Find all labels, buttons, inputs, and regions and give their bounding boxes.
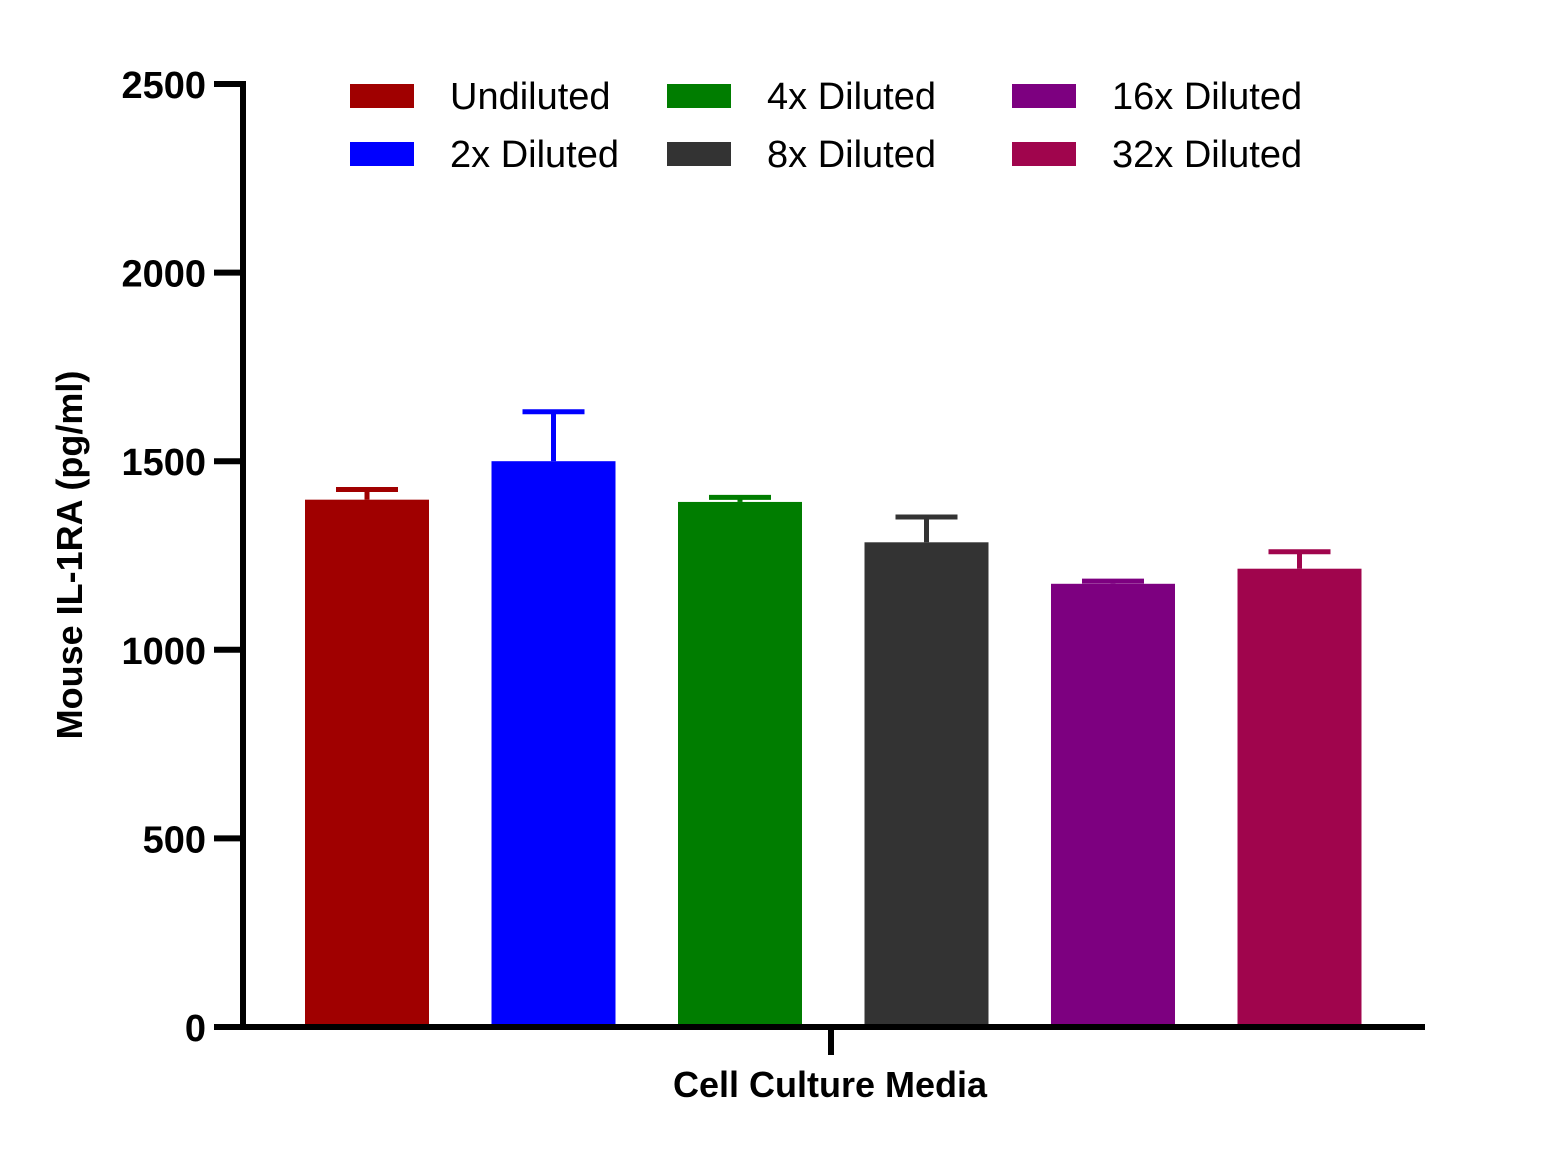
legend-swatch [1012, 84, 1076, 108]
y-tick-label: 0 [185, 1008, 206, 1050]
legend-item-32x-diluted: 32x Diluted [1012, 134, 1302, 176]
y-tick-label: 2000 [121, 254, 206, 296]
error-bar-8x-diluted [895, 514, 958, 543]
bar-4x-diluted [678, 501, 802, 1027]
axes-group [214, 81, 1425, 1055]
legend-item-4x-diluted: 4x Diluted [667, 76, 936, 118]
legend-item-2x-diluted: 2x Diluted [350, 134, 619, 176]
bar-8x-diluted [864, 542, 989, 1027]
y-ticks-group: 0 500 1000 1500 2000 2500 [121, 65, 243, 1050]
y-tick-label: 2500 [121, 65, 206, 107]
error-bar-32x-diluted [1268, 549, 1331, 569]
legend-swatch [1012, 142, 1076, 166]
error-bars-group [336, 409, 1331, 584]
x-axis-title: Cell Culture Media [673, 1064, 988, 1105]
legend-label: 16x Diluted [1112, 76, 1302, 118]
legend-label: 8x Diluted [767, 134, 936, 176]
y-tick-label: 1500 [121, 442, 206, 484]
error-bar-16x-diluted [1082, 578, 1144, 584]
legend-swatch [667, 84, 731, 108]
legend-item-undiluted: Undiluted [350, 76, 611, 118]
legend-item-16x-diluted: 16x Diluted [1012, 76, 1302, 118]
error-bar-4x-diluted [709, 494, 771, 502]
bar-2x-diluted [491, 461, 616, 1027]
legend-label: 32x Diluted [1112, 134, 1302, 176]
y-tick-label: 1000 [121, 631, 206, 673]
legend-swatch [350, 84, 414, 108]
bar-32x-diluted [1237, 568, 1362, 1027]
legend: Undiluted 2x Diluted 4x Diluted 8x Diluted 1… [350, 76, 1302, 176]
legend-swatch [350, 142, 414, 166]
error-bar-2x-diluted [522, 409, 585, 462]
y-axis-title: Mouse IL-1RA (pg/ml) [49, 371, 90, 740]
legend-label: Undiluted [450, 76, 611, 118]
legend-label: 2x Diluted [450, 134, 619, 176]
bar-undiluted [305, 499, 429, 1027]
legend-label: 4x Diluted [767, 76, 936, 118]
y-tick-label: 500 [143, 819, 206, 861]
legend-swatch [667, 142, 731, 166]
legend-item-8x-diluted: 8x Diluted [667, 134, 936, 176]
error-bar-undiluted [336, 486, 398, 500]
bars-group [305, 461, 1362, 1027]
bar-16x-diluted [1051, 583, 1175, 1027]
